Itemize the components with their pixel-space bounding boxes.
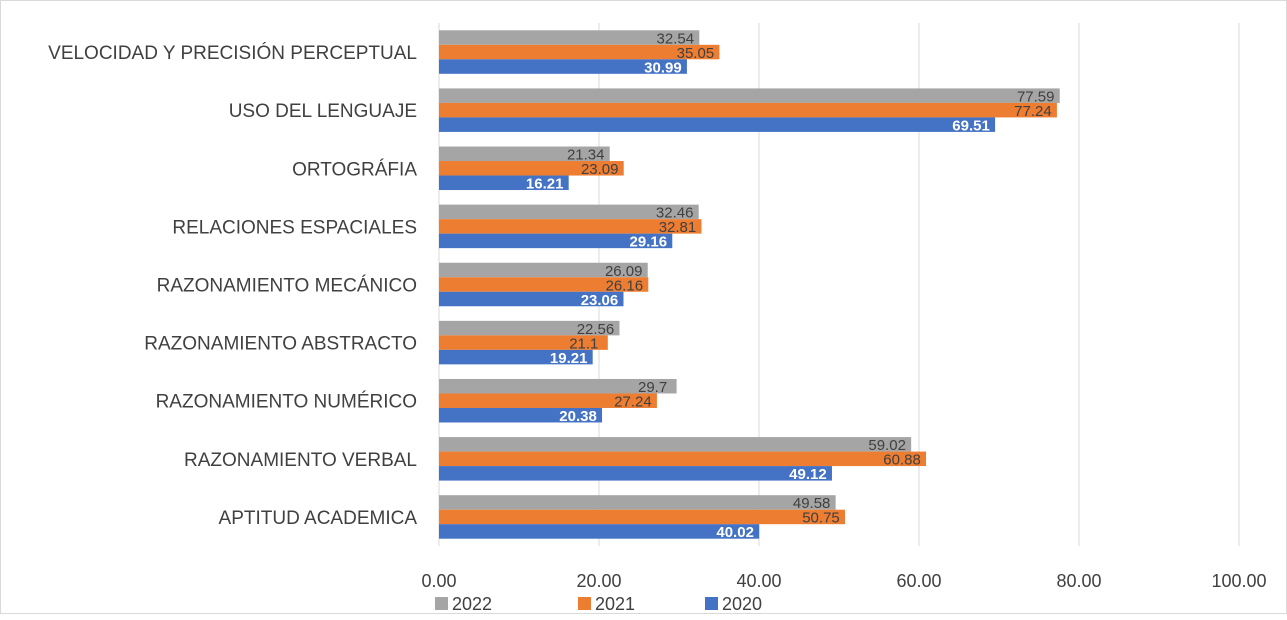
bar-2021-relaciones-espaciales (439, 219, 702, 234)
value-label-2021-razonamiento-verbal: 60.88 (883, 452, 921, 469)
value-label-2021-relaciones-espaciales: 32.81 (659, 219, 697, 236)
category-label-velocidad-y-precision-perceptual: VELOCIDAD Y PRECISIÓN PERCEPTUAL (48, 42, 417, 64)
bar-2020-razonamiento-abstracto (439, 349, 593, 365)
legend-label-2022: 2022 (452, 594, 492, 614)
legend-swatch-2021 (578, 597, 591, 610)
value-label-2021-razonamiento-numerico: 27.24 (614, 393, 652, 410)
value-label-2021-velocidad-y-precision-perceptual: 35.05 (677, 45, 715, 62)
category-label-uso-del-lenguaje: USO DEL LENGUAJE (229, 101, 417, 122)
bar-2020-aptitud-academica (439, 524, 760, 539)
value-label-2021-aptitud-academica: 50.75 (802, 510, 840, 527)
value-label-2020-razonamiento-mecanico: 23.06 (581, 292, 619, 309)
x-tick-label: 0.00 (421, 571, 456, 591)
bar-2022-relaciones-espaciales (439, 204, 699, 220)
legend-swatch-2020 (705, 597, 718, 610)
x-tick-label: 80.00 (1056, 571, 1101, 591)
value-label-2020-razonamiento-numerico: 20.38 (559, 408, 597, 425)
value-label-2020-razonamiento-abstracto: 19.21 (550, 350, 588, 367)
legend: 2022 2021 2020 (435, 594, 762, 614)
bar-2021-ortografia (439, 161, 624, 176)
category-label-ortografia: ORTOGRÁFIA (292, 159, 417, 180)
value-label-2021-uso-del-lenguaje: 77.24 (1014, 103, 1052, 120)
value-label-2021-razonamiento-mecanico: 26.16 (606, 277, 644, 294)
x-tick-label: 40.00 (736, 571, 781, 591)
value-label-2022-razonamiento-abstracto: 22.56 (577, 321, 615, 338)
value-label-2020-velocidad-y-precision-perceptual: 30.99 (644, 59, 682, 76)
bar-2022-razonamiento-verbal (439, 437, 912, 452)
bar-2020-ortografia (439, 175, 569, 191)
value-label-2020-ortografia: 16.21 (526, 176, 564, 193)
bar-2021-razonamiento-numerico (439, 393, 657, 408)
value-label-2020-razonamiento-verbal: 49.12 (789, 466, 827, 483)
bar-2021-razonamiento-abstracto (439, 335, 608, 350)
value-label-2021-ortografia: 23.09 (581, 161, 619, 178)
category-label-razonamiento-mecanico: RAZONAMIENTO MECÁNICO (157, 276, 417, 297)
bar-2022-aptitud-academica (439, 495, 836, 510)
bar-2021-velocidad-y-precision-perceptual (439, 44, 720, 60)
category-label-relaciones-espaciales: RELACIONES ESPACIALES (172, 217, 417, 238)
legend-swatch-2022 (435, 597, 448, 610)
x-axis-tick-labels: 0.00 20.00 40.00 60.00 80.00 100.00 (421, 571, 1266, 591)
bar-2020-razonamiento-numerico (439, 407, 603, 423)
bar-2020-razonamiento-verbal (439, 466, 832, 481)
value-label-2020-relaciones-espaciales: 29.16 (630, 234, 668, 251)
value-label-2022-razonamiento-numerico: 29.7 (638, 379, 667, 396)
bar-2020-uso-del-lenguaje (439, 117, 996, 132)
bar-2020-velocidad-y-precision-perceptual (439, 59, 687, 74)
category-label-aptitud-academica: APTITUD ACADEMICA (219, 508, 418, 529)
bar-2022-velocidad-y-precision-perceptual (439, 30, 700, 45)
value-label-2022-uso-del-lenguaje: 77.59 (1017, 88, 1055, 105)
category-labels: VELOCIDAD Y PRECISIÓN PERCEPTUAL USO DEL … (48, 42, 417, 529)
category-label-razonamiento-verbal: RAZONAMIENTO VERBAL (184, 450, 417, 471)
legend-label-2021: 2021 (595, 594, 635, 614)
x-tick-label: 100.00 (1211, 571, 1266, 591)
value-label-2021-razonamiento-abstracto: 21.1 (569, 335, 598, 352)
bar-2021-razonamiento-mecanico (439, 277, 649, 292)
value-label-2022-relaciones-espaciales: 32.46 (656, 205, 694, 222)
x-tick-label: 60.00 (896, 571, 941, 591)
value-label-2022-velocidad-y-precision-perceptual: 32.54 (657, 30, 695, 47)
value-label-2022-ortografia: 21.34 (567, 147, 605, 164)
bars (439, 30, 1060, 539)
value-label-2022-razonamiento-verbal: 59.02 (868, 437, 906, 454)
category-label-razonamiento-abstracto: RAZONAMIENTO ABSTRACTO (144, 334, 417, 355)
bar-2022-uso-del-lenguaje (439, 88, 1060, 103)
bar-2021-uso-del-lenguaje (439, 102, 1057, 118)
bar-2021-razonamiento-verbal (439, 451, 927, 467)
bar-2022-razonamiento-numerico (439, 378, 677, 394)
legend-label-2020: 2020 (722, 594, 762, 614)
bar-2020-relaciones-espaciales (439, 233, 673, 249)
bar-2021-aptitud-academica (439, 509, 845, 525)
bar-2022-ortografia (439, 146, 610, 162)
value-label-2020-aptitud-academica: 40.02 (716, 524, 754, 541)
value-label-2022-razonamiento-mecanico: 26.09 (605, 263, 643, 280)
bar-2022-razonamiento-abstracto (439, 320, 620, 336)
value-label-2020-uso-del-lenguaje: 69.51 (952, 117, 990, 134)
category-label-razonamiento-numerico: RAZONAMIENTO NUMÉRICO (156, 392, 417, 413)
value-label-2022-aptitud-academica: 49.58 (793, 495, 831, 512)
x-tick-label: 20.00 (576, 571, 621, 591)
bar-2020-razonamiento-mecanico (439, 291, 624, 307)
bar-2022-razonamiento-mecanico (439, 262, 648, 278)
